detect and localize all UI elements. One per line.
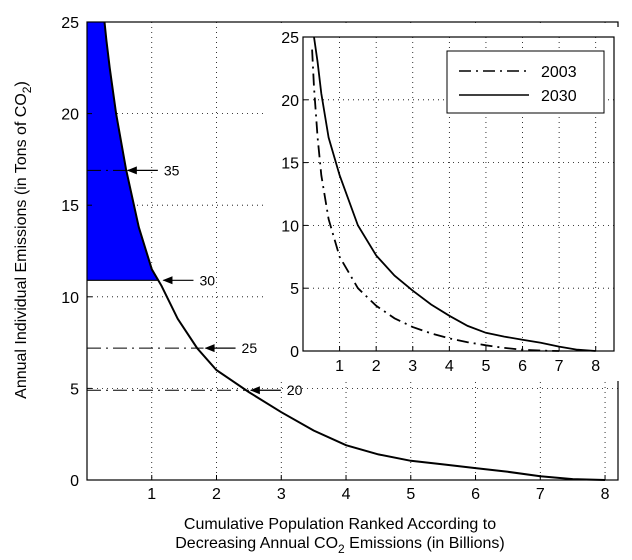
x-axis-label-line1: Cumulative Population Ranked According t…: [184, 516, 496, 533]
main-xtick-label-6: 6: [471, 486, 480, 503]
annotation-arrowhead-30: [162, 276, 172, 284]
main-xtick-label-7: 7: [536, 486, 545, 503]
annotation-arrowhead-25: [205, 344, 215, 352]
inset-xtick-label-6: 6: [518, 358, 527, 375]
annotation-label-30: 30: [199, 272, 215, 288]
inset-ytick-label-15: 15: [281, 156, 299, 173]
annotation-arrowhead-35: [127, 166, 137, 174]
inset-ytick-label-5: 5: [290, 281, 299, 298]
inset-ytick-label-10: 10: [281, 218, 299, 235]
main-ytick-label-5: 5: [70, 381, 79, 398]
main-ytick-label-15: 15: [61, 198, 79, 215]
inset-ytick-label-0: 0: [290, 344, 299, 361]
inset-plot: 1 2 3 4 5 6 7 8 0 5 10 15 20 25 2003 2030: [263, 27, 624, 381]
inset-xtick-label-1: 1: [335, 358, 344, 375]
main-xtick-label-1: 1: [147, 486, 156, 503]
inset-legend: 2003 2030: [447, 51, 604, 113]
inset-xtick-label-7: 7: [555, 358, 564, 375]
annotation-label-35: 35: [164, 162, 180, 178]
main-xtick-label-3: 3: [277, 486, 286, 503]
legend-label-2030: 2030: [541, 88, 577, 105]
inset-ytick-label-20: 20: [281, 93, 299, 110]
inset-ytick-label-25: 25: [281, 30, 299, 47]
inset-xtick-label-5: 5: [481, 358, 490, 375]
main-xtick-label-2: 2: [212, 486, 221, 503]
inset-xtick-label-8: 8: [591, 358, 600, 375]
annotation-label-25: 25: [242, 340, 258, 356]
main-xtick-label-5: 5: [406, 486, 415, 503]
legend-label-2003: 2003: [541, 64, 577, 81]
main-xtick-label-8: 8: [601, 486, 610, 503]
inset-xtick-label-4: 4: [445, 358, 454, 375]
main-ytick-label-10: 10: [61, 290, 79, 307]
legend-box: [447, 51, 604, 113]
main-ytick-label-0: 0: [70, 473, 79, 490]
x-axis-label-line2: Decreasing Annual CO2 Emissions (in Bill…: [175, 535, 505, 556]
y-axis-label: Annual Individual Emissions (in Tons of …: [13, 81, 34, 399]
annotation-label-20: 20: [287, 382, 303, 398]
inset-xtick-label-2: 2: [372, 358, 381, 375]
main-xtick-label-4: 4: [342, 486, 351, 503]
main-ytick-label-25: 25: [61, 15, 79, 32]
main-ytick-label-20: 20: [61, 107, 79, 124]
inset-xtick-label-3: 3: [408, 358, 417, 375]
